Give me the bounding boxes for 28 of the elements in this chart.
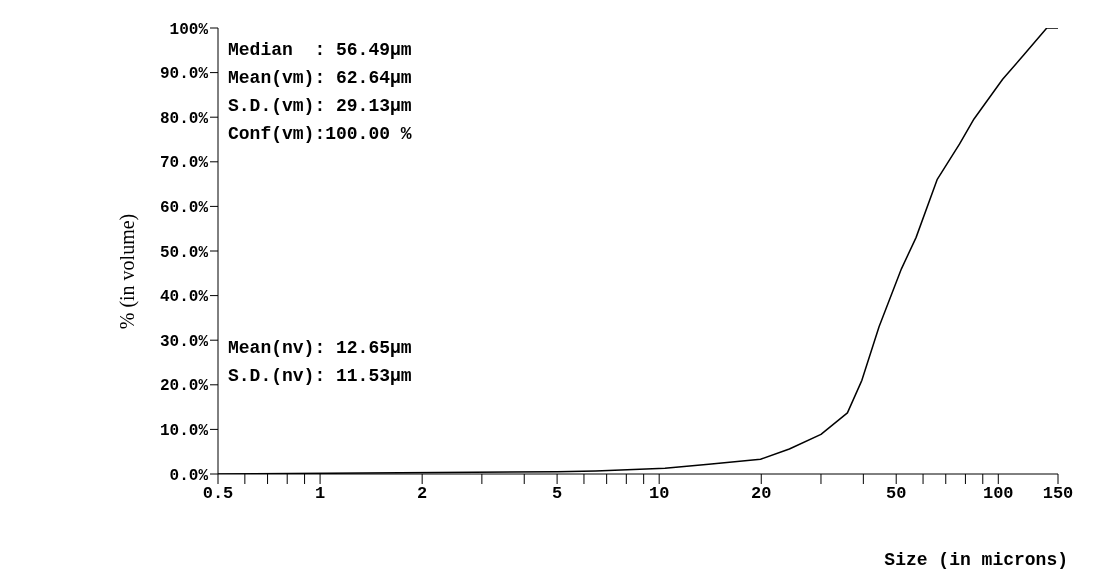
x-tick-label: 150 (1042, 484, 1074, 504)
x-tick-label: 5 (552, 484, 563, 504)
y-tick-label: 10.0% (159, 422, 209, 441)
annotation: Mean(vm): 62.64μm (228, 68, 412, 88)
annotation: S.D.(vm): 29.13μm (228, 96, 412, 116)
y-tick-label: 80.0% (159, 109, 209, 128)
y-tick-label: 100% (169, 20, 209, 39)
x-tick-label: 50 (886, 484, 907, 504)
annotation: Median : 56.49μm (228, 40, 412, 60)
annotation: Conf(vm):100.00 % (228, 124, 412, 144)
y-tick-label: 30.0% (159, 332, 209, 351)
x-tick-label: 20 (751, 484, 772, 504)
y-axis-title: % (in volume) (116, 213, 140, 329)
x-tick-label: 10 (648, 484, 670, 504)
y-tick-label: 40.0% (159, 288, 209, 307)
y-tick-label: 0.0% (169, 466, 209, 485)
x-tick-label: 1 (314, 484, 326, 504)
x-tick-label: 0.5 (202, 484, 234, 504)
annotation: S.D.(nv): 11.53μm (228, 366, 412, 386)
y-tick-label: 20.0% (159, 377, 209, 396)
x-tick-label: 100 (982, 484, 1014, 504)
x-tick-label: 2 (417, 484, 428, 504)
annotation: Mean(nv): 12.65μm (228, 338, 412, 358)
y-tick-label: 70.0% (159, 154, 209, 173)
y-tick-label: 90.0% (159, 65, 209, 84)
x-axis-title: Size (in microns) (884, 550, 1068, 570)
y-tick-label: 50.0% (159, 243, 209, 262)
y-tick-label: 60.0% (159, 199, 209, 218)
